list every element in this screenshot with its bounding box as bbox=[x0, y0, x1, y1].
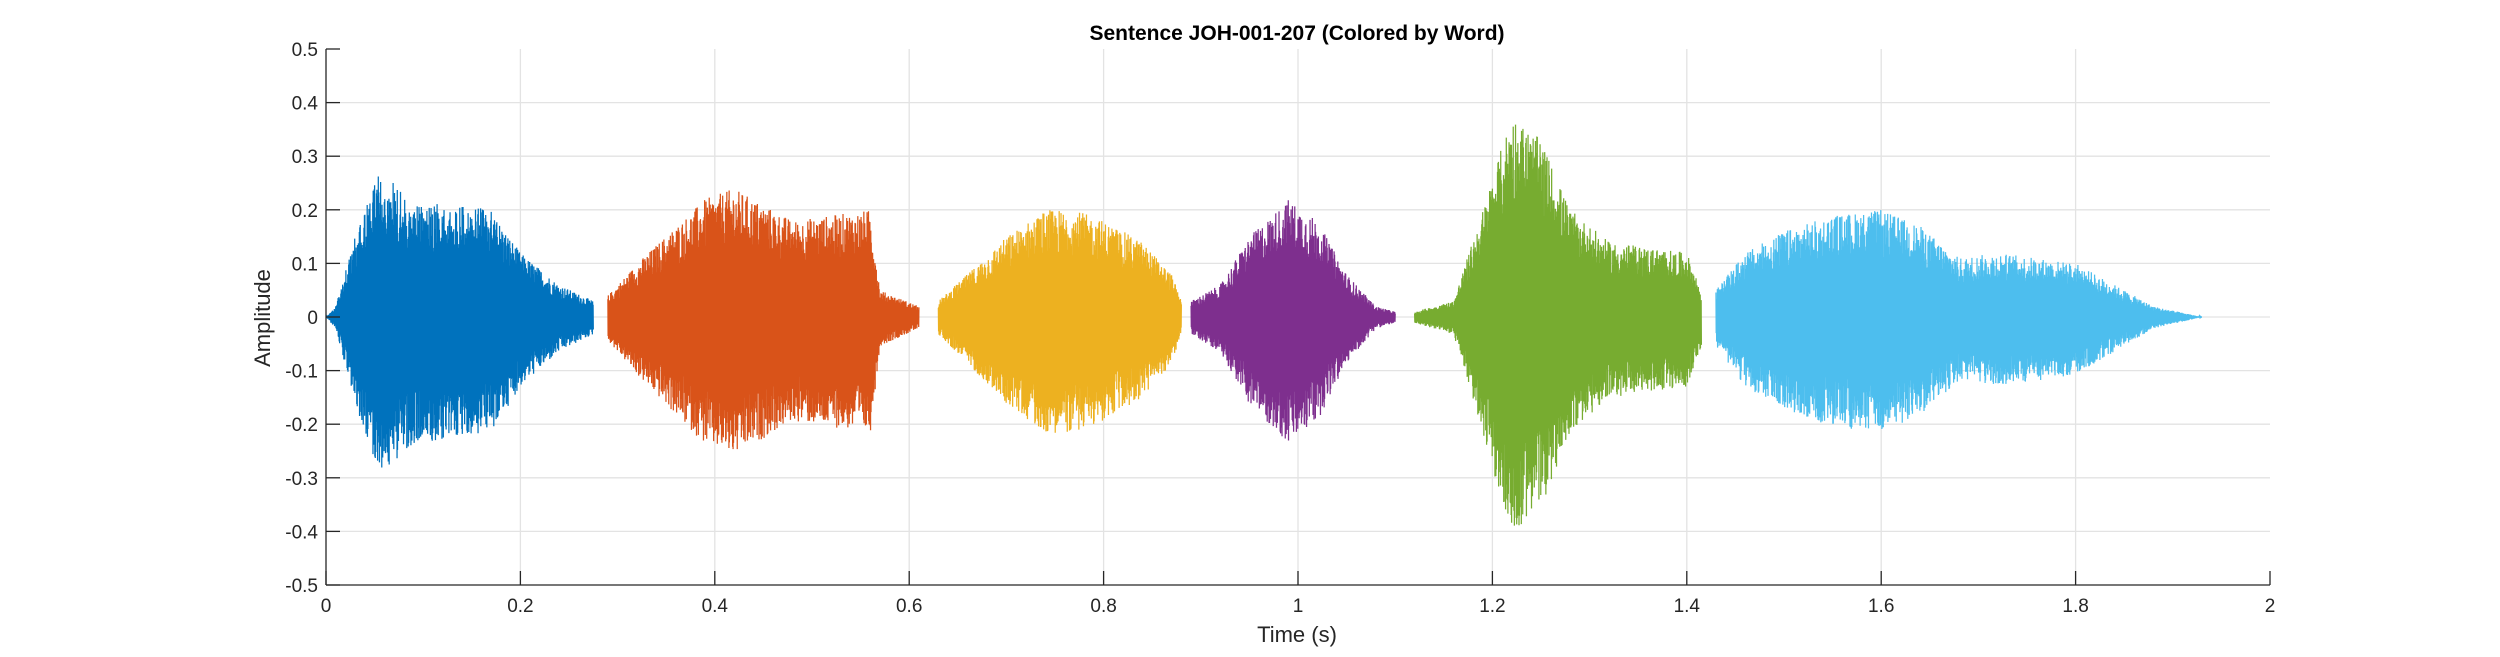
x-tick-label: 0.8 bbox=[1090, 596, 1116, 617]
x-tick-label: 1 bbox=[1293, 596, 1304, 617]
x-ticks: 0 0.2 0.4 0.6 0.8 1 1.2 1.4 1.6 1.8 2 bbox=[321, 571, 2276, 617]
y-tick-label: 0.1 bbox=[292, 254, 318, 275]
waveform-segment-6 bbox=[1715, 210, 2203, 429]
waveform-segment-3 bbox=[937, 210, 1182, 433]
y-tick-label: -0.4 bbox=[285, 522, 318, 543]
y-tick-label: -0.3 bbox=[285, 469, 318, 490]
waveform-segment-2 bbox=[607, 190, 920, 450]
y-tick-label: 0.5 bbox=[292, 40, 318, 61]
waveform-segment-4 bbox=[1190, 200, 1396, 441]
y-tick-label: 0.4 bbox=[292, 94, 319, 115]
chart-title: Sentence JOH-001-207 (Colored by Word) bbox=[1089, 22, 1504, 45]
x-tick-label: 1.6 bbox=[1868, 596, 1894, 617]
x-tick-label: 1.4 bbox=[1674, 596, 1701, 617]
x-tick-label: 1.2 bbox=[1479, 596, 1505, 617]
y-tick-label: -0.1 bbox=[285, 362, 318, 383]
x-tick-label: 0.6 bbox=[896, 596, 922, 617]
y-tick-label: 0.3 bbox=[292, 147, 318, 168]
x-tick-label: 1.8 bbox=[2062, 596, 2088, 617]
x-tick-label: 2 bbox=[2265, 596, 2276, 617]
y-ticks: 0.5 0.4 0.3 0.2 0.1 0 -0.1 -0.2 -0.3 -0.4 -0.5 bbox=[285, 40, 340, 597]
x-tick-label: 0.4 bbox=[702, 596, 729, 617]
waveform-series bbox=[325, 124, 2203, 526]
y-tick-label: -0.2 bbox=[285, 415, 318, 436]
y-tick-label: 0 bbox=[307, 308, 318, 329]
waveform-segment-1 bbox=[325, 176, 594, 468]
x-tick-label: 0.2 bbox=[507, 596, 533, 617]
x-tick-label: 0 bbox=[321, 596, 332, 617]
waveform-segment-5 bbox=[1414, 124, 1703, 526]
y-axis-label: Amplitude bbox=[250, 269, 275, 367]
y-tick-label: -0.5 bbox=[285, 576, 318, 597]
x-axis-label: Time (s) bbox=[1257, 622, 1337, 647]
y-tick-label: 0.2 bbox=[292, 201, 318, 222]
